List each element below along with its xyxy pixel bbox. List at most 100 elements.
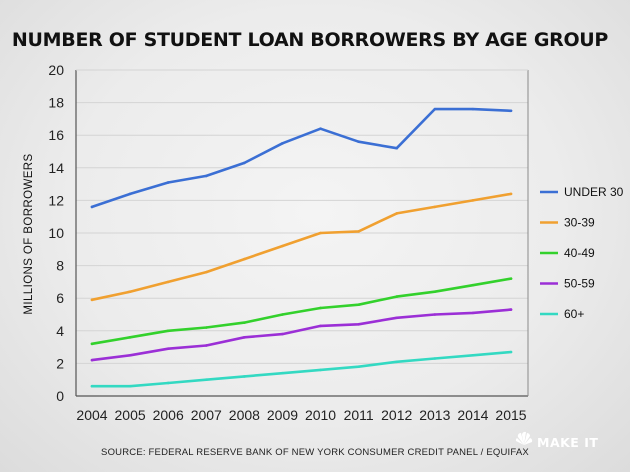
data-point [395, 316, 399, 320]
data-point [357, 365, 360, 368]
data-point [433, 205, 437, 209]
y-axis-ticks: 0 2 4 6 8 10 12 14 16 18 20 [48, 62, 64, 404]
series-lines [90, 107, 513, 388]
data-point [357, 303, 360, 307]
x-tick-label: 2004 [76, 407, 107, 423]
data-point [166, 381, 170, 385]
x-tick-label: 2008 [229, 407, 260, 423]
series-line-3 [90, 277, 513, 346]
data-point [204, 326, 208, 329]
legend-label: UNDER 30 [564, 185, 624, 199]
x-tick-label: 2015 [495, 407, 526, 423]
data-point [395, 146, 399, 150]
data-point [357, 230, 360, 233]
brand-label: MAKE IT [537, 435, 598, 450]
data-point [90, 384, 94, 388]
data-point [204, 174, 208, 178]
data-point [471, 283, 475, 287]
x-tick-label: 2009 [267, 407, 298, 423]
data-point [90, 342, 94, 346]
y-tick-label: 14 [48, 160, 64, 176]
legend-item-3: 40-49 [540, 246, 595, 260]
y-tick-label: 12 [48, 192, 64, 208]
y-tick-label: 18 [48, 95, 64, 111]
data-point [204, 344, 208, 347]
x-tick-label: 2010 [305, 407, 336, 423]
data-point [395, 295, 399, 298]
x-tick-label: 2007 [191, 407, 222, 423]
x-tick-label: 2013 [419, 407, 450, 423]
data-point [166, 181, 170, 184]
data-point [509, 109, 513, 113]
data-point [471, 199, 475, 202]
data-point [509, 350, 513, 354]
y-tick-label: 20 [48, 62, 64, 78]
legend-label: 60+ [564, 307, 584, 321]
data-point [243, 336, 246, 339]
data-point [433, 290, 437, 293]
data-point [204, 270, 208, 274]
y-tick-label: 6 [56, 290, 64, 306]
legend-item-4: 50-59 [540, 277, 595, 291]
legend-label: 40-49 [564, 246, 595, 260]
data-point [433, 313, 437, 316]
brand-logo: MAKE IT [515, 431, 598, 450]
data-point [471, 107, 475, 111]
data-point [128, 192, 132, 196]
data-point [204, 378, 208, 382]
x-tick-label: 2005 [115, 407, 146, 423]
source-note: SOURCE: FEDERAL RESERVE BANK OF NEW YORK… [101, 447, 529, 458]
data-point [357, 322, 360, 326]
y-tick-label: 0 [56, 388, 64, 404]
data-point [243, 161, 246, 165]
data-point [281, 142, 284, 145]
data-point [433, 357, 437, 360]
x-tick-label: 2012 [381, 407, 412, 423]
series-line-4 [90, 308, 513, 362]
data-point [166, 280, 170, 284]
y-tick-label: 10 [48, 225, 64, 241]
data-point [128, 290, 132, 293]
y-tick-label: 2 [56, 355, 64, 371]
data-point [395, 360, 399, 364]
data-point [90, 298, 94, 302]
data-point [319, 368, 322, 372]
data-point [128, 353, 132, 357]
y-tick-label: 4 [56, 323, 64, 339]
data-point [166, 347, 170, 351]
x-axis-ticks: 2004 2005 2006 2007 2008 2009 2010 2011 2012 2013… [76, 407, 526, 423]
data-point [319, 306, 322, 310]
legend-label: 30-39 [564, 216, 595, 230]
data-point [166, 329, 170, 333]
peacock-icon [515, 431, 533, 445]
data-point [395, 212, 399, 215]
data-point [281, 332, 284, 336]
data-point [509, 308, 513, 311]
data-point [128, 384, 132, 388]
data-point [509, 277, 513, 280]
x-tick-label: 2011 [344, 407, 374, 423]
chart-title: NUMBER OF STUDENT LOAN BORROWERS BY AGE … [12, 29, 609, 51]
data-point [357, 140, 360, 144]
data-point [90, 205, 94, 209]
data-point [128, 336, 132, 339]
data-point [471, 353, 475, 357]
legend-label: 50-59 [564, 277, 595, 291]
data-point [319, 127, 322, 130]
y-axis-label: MILLIONS OF BORROWERS [23, 153, 35, 314]
data-point [90, 358, 94, 362]
data-point [281, 244, 284, 248]
data-point [319, 231, 322, 235]
gridlines [76, 102, 528, 364]
series-line-5 [90, 350, 513, 388]
series-line-1 [90, 107, 513, 209]
x-tick-label: 2006 [153, 407, 184, 423]
data-point [243, 375, 246, 378]
legend-item-5: 60+ [540, 307, 584, 321]
data-point [319, 324, 322, 328]
data-point [281, 313, 284, 316]
data-point [243, 321, 246, 324]
y-tick-label: 8 [56, 258, 64, 274]
x-tick-label: 2014 [457, 407, 488, 423]
